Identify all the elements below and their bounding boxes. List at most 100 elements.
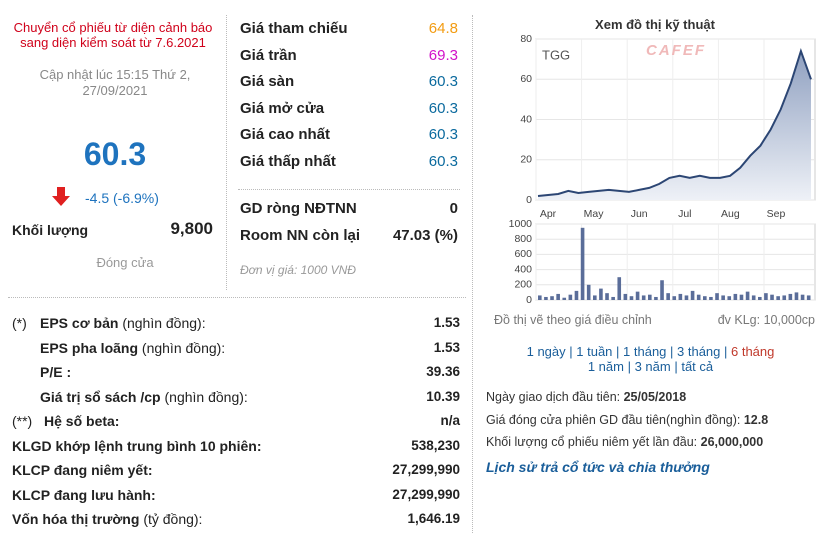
metric-unit: (nghìn đồng): [141,339,226,356]
unit-note: Đơn vị giá: 1000 VNĐ [240,263,356,277]
volume-bar [709,296,713,300]
divider [8,297,466,298]
listing-label: Ngày giao dịch đầu tiên: [486,390,621,404]
x-tick-label: May [584,208,605,220]
metric-label: P/E : [40,364,71,380]
volume-bar [794,292,799,300]
listing-row: Khối lượng cổ phiếu niêm yết lần đầu: 26… [486,435,763,449]
listing-label: Giá đóng cửa phiên GD đầu tiên(nghìn đồn… [486,412,741,427]
volume-bar [806,295,811,300]
metric-value: 39.36 [426,364,460,379]
price-area [538,51,811,200]
change: -4.5 (-6.9%) [85,190,159,206]
listing-label: Khối lượng cổ phiếu niêm yết lần đầu: [486,435,698,449]
volume-bar [568,294,573,300]
chart-title: Xem đồ thị kỹ thuật [595,17,715,32]
chart-unit: đv KLg: 10,000cp [717,313,815,327]
volume-bar [770,294,774,300]
status: Đóng cửa [96,255,154,270]
y-tick-label: 0 [526,294,532,306]
price-line [537,47,812,197]
volume-bar [745,291,750,300]
volume-bar [617,277,622,300]
metric-label: Hệ số beta: [44,413,119,429]
metric-name: EPS pha loãng [40,339,139,356]
metric-label: Vốn hóa thị trường (tỷ đồng): [12,511,202,527]
metric-value: 10.39 [426,388,460,404]
volume-bar [538,295,542,300]
down-arrow [52,187,70,206]
metric-name: Hệ số beta: [44,413,120,429]
range-link[interactable]: 6 tháng [731,344,775,359]
metric-name: KLGD khớp lệnh trung bình 10 phiên: [12,437,262,454]
volume-bar [550,296,554,300]
price-value: 69.3 [428,46,458,64]
volume-bar [764,293,768,300]
range-link[interactable]: 3 năm [634,359,671,374]
metric-value: 1,646.19 [407,511,460,526]
x-tick-label: Jul [678,208,691,220]
volume-bar [715,293,719,300]
volume-bar [696,294,701,300]
volume-bar [690,290,695,300]
foreign-label: Room NN còn lại [240,227,361,244]
dividend-link[interactable]: Lịch sử trả cổ tức và chia thưởng [486,459,710,475]
x-tick-label: Aug [721,208,740,220]
metric-name: Vốn hóa thị trường [12,511,140,527]
volume-bar [800,294,805,300]
metric-label: KLGD khớp lệnh trung bình 10 phiên: [12,438,262,454]
range-row: 1 ngày | 1 tuần | 1 tháng | 3 tháng | 6 … [526,344,775,359]
volume-value: 9,800 [170,219,213,238]
y-tick-label: 20 [520,154,532,166]
y-tick-label: 800 [514,233,532,245]
volume-bar [660,280,664,300]
volume-bar [623,293,628,300]
metric-unit: (tỷ đồng): [143,511,203,527]
listing-row: Ngày giao dịch đầu tiên: 25/05/2018 [486,390,686,404]
y-tick-label: 400 [514,263,532,275]
range-link[interactable]: tất cả [681,359,714,374]
range-link[interactable]: 3 tháng [677,344,721,359]
range-link[interactable]: 1 ngày [526,344,566,359]
metric-prefix: (**) [12,413,33,429]
price-value: 64.8 [428,20,458,37]
range-link[interactable]: 1 tuần [576,344,613,359]
range-link[interactable]: 1 tháng [623,344,667,359]
listing-row: Giá đóng cửa phiên GD đầu tiên(nghìn đồn… [486,413,768,427]
metric-unit: (nghìn đồng): [122,315,206,331]
volume-bar [611,296,615,300]
metric-name: EPS cơ bản [40,315,119,331]
divider [238,189,460,190]
metric-value: n/a [440,413,460,428]
price-label: Giá sàn [240,73,295,90]
metric-name: Giá trị sổ sách /cp [40,388,161,405]
foreign-label: GD ròng NĐTNN [240,200,357,217]
metric-label: Giá trị sổ sách /cp (nghìn đồng): [40,389,248,405]
watermark: CAFEF [646,42,706,59]
volume-bar [782,295,787,300]
chart-note: Đồ thị vẽ theo giá điều chỉnh [494,313,652,327]
volume-bar [739,294,744,300]
price-value: 60.3 [428,99,458,117]
price-label: Giá mở cửa [240,99,325,117]
metric-value: 27,299,990 [392,462,460,477]
volume-bar [666,293,670,300]
x-tick-label: Jun [631,208,648,220]
price: 60.3 [83,136,147,172]
foreign-value: 0 [449,200,458,217]
volume-bar [703,296,707,300]
price-label: Giá cao nhất [240,126,331,143]
volume-bar [751,295,756,300]
price-label: Giá tham chiếu [240,20,348,37]
volume-frame [535,223,816,301]
range-link[interactable]: 1 năm [587,359,624,374]
volume-bar [580,227,585,300]
volume-bar [635,291,640,300]
metric-label: EPS pha loãng (nghìn đồng): [40,340,225,356]
listing-value: 25/05/2018 [623,390,687,404]
volume-bar [599,288,603,300]
volume-bar [672,296,677,300]
updated: Cập nhật lúc 15:15 Thứ 2, 27/09/2021 [39,67,191,98]
listing-value: 12.8 [743,412,769,427]
